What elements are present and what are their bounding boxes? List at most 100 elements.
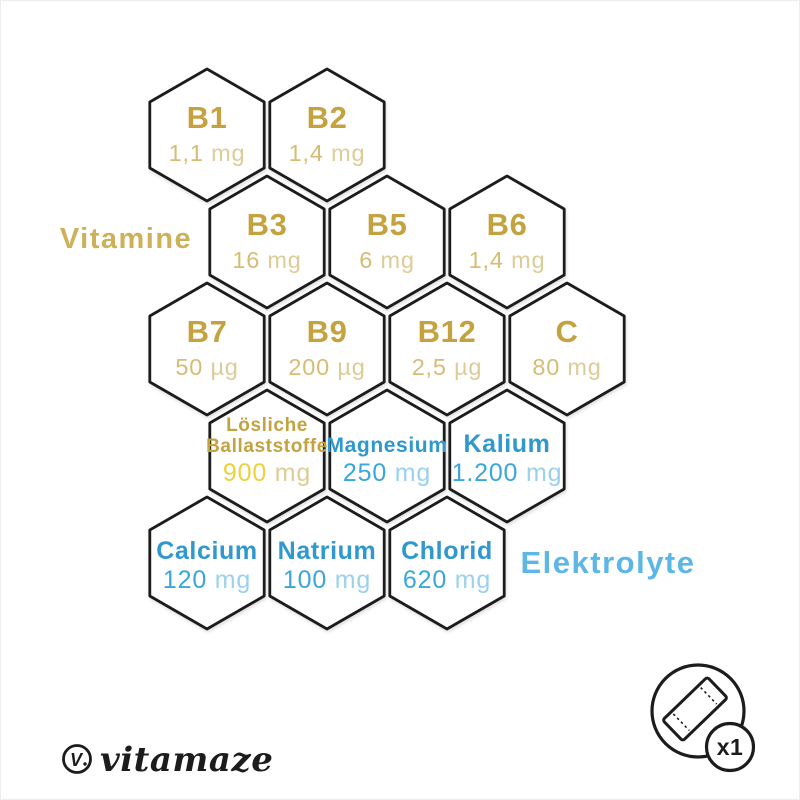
electrolytes-group-label: Elektrolyte bbox=[520, 545, 695, 580]
hexagon-outline bbox=[388, 495, 506, 631]
nutrient-name: B7 bbox=[187, 314, 228, 349]
nutrient-name: B2 bbox=[307, 100, 348, 135]
nutrient-name: Kalium bbox=[464, 430, 551, 458]
nutrient-name: B9 bbox=[307, 314, 348, 349]
hexagon-grid: B1 1,1 mg B2 1,4 mg B3 16 mg B5 6 mg B6 1,4 mg B7 5… bbox=[148, 67, 626, 631]
nutrient-name: Chlorid bbox=[401, 537, 493, 565]
nutrient-name: B12 bbox=[418, 314, 477, 349]
count-badge-circle bbox=[704, 721, 756, 773]
value-unit: mg bbox=[373, 247, 415, 273]
value-number: 2,5 bbox=[412, 354, 447, 380]
value-number: 50 bbox=[175, 354, 203, 380]
nutrient-value: 2,5 µg bbox=[412, 354, 483, 380]
hexagon-outline bbox=[268, 281, 386, 417]
value-unit: mg bbox=[504, 247, 546, 273]
value-unit: mg bbox=[560, 354, 602, 380]
nutrient-name-line: Ballaststoffe bbox=[206, 436, 328, 457]
value-unit: mg bbox=[447, 566, 491, 594]
nutrient-value: 1,1 mg bbox=[169, 140, 246, 166]
nutrient-value: 100 mg bbox=[283, 566, 371, 594]
hexagon-c: C 80 mg bbox=[508, 281, 626, 417]
count-badge-label: x1 bbox=[717, 734, 744, 760]
nutrient-name: B5 bbox=[367, 207, 408, 242]
value-unit: mg bbox=[387, 459, 431, 487]
value-unit: mg bbox=[260, 247, 302, 273]
nutrient-name: B3 bbox=[247, 207, 288, 242]
value-unit: mg bbox=[324, 140, 366, 166]
stick-pack-icon bbox=[662, 676, 728, 742]
nutrient-value: 620 mg bbox=[403, 566, 491, 594]
value-unit: mg bbox=[207, 566, 251, 594]
value-number: 1.200 bbox=[452, 459, 519, 487]
nutrient-name: C bbox=[556, 314, 579, 349]
value-unit: mg bbox=[267, 459, 311, 487]
hexagon-b1: B1 1,1 mg bbox=[148, 67, 266, 203]
value-unit: µg bbox=[447, 354, 483, 380]
brand-logo: V vitamaze bbox=[62, 740, 273, 780]
value-unit: mg bbox=[204, 140, 246, 166]
hexagon-b5: B5 6 mg bbox=[328, 174, 446, 310]
value-number: 16 bbox=[232, 247, 260, 273]
value-unit: mg bbox=[518, 459, 562, 487]
hexagon-outline bbox=[208, 388, 326, 524]
value-number: 1,1 bbox=[169, 140, 204, 166]
value-number: 900 bbox=[223, 459, 267, 487]
value-unit: µg bbox=[203, 354, 239, 380]
hexagon-outline bbox=[268, 67, 386, 203]
logo-mark-circle bbox=[62, 744, 92, 774]
value-number: 1,4 bbox=[469, 247, 504, 273]
nutrient-value: 1,4 mg bbox=[289, 140, 366, 166]
hexagon-outline bbox=[208, 174, 326, 310]
sachet-count-icon: x1 bbox=[650, 663, 756, 773]
hexagon-b9: B9 200 µg bbox=[268, 281, 386, 417]
nutrient-name: Natrium bbox=[278, 537, 377, 565]
value-unit: mg bbox=[327, 566, 371, 594]
nutrient-value: 120 mg bbox=[163, 566, 251, 594]
nutrient-value: 900 mg bbox=[223, 459, 311, 487]
logo-mark-letter: V bbox=[70, 750, 84, 770]
nutrient-value: 1.200 mg bbox=[452, 459, 563, 487]
nutrient-name-line: Lösliche bbox=[226, 415, 308, 436]
nutrient-value: 200 µg bbox=[288, 354, 365, 380]
hexagon-outline bbox=[448, 388, 566, 524]
value-number: 200 bbox=[288, 354, 330, 380]
hexagon-b6: B6 1,4 mg bbox=[448, 174, 566, 310]
nutrient-name: B1 bbox=[187, 100, 228, 135]
hexagon-b2: B2 1,4 mg bbox=[268, 67, 386, 203]
hexagon-b12: B12 2,5 µg bbox=[388, 281, 506, 417]
value-number: 250 bbox=[343, 459, 387, 487]
hexagon-outline bbox=[148, 281, 266, 417]
value-number: 80 bbox=[532, 354, 560, 380]
hexagon-outline bbox=[508, 281, 626, 417]
value-number: 120 bbox=[163, 566, 207, 594]
nutrient-value: 50 µg bbox=[175, 354, 238, 380]
hexagon-outline bbox=[448, 174, 566, 310]
nutrient-name: B6 bbox=[487, 207, 528, 242]
value-number: 100 bbox=[283, 566, 327, 594]
nutrient-name: Calcium bbox=[156, 537, 257, 565]
value-number: 620 bbox=[403, 566, 447, 594]
value-unit: µg bbox=[330, 354, 366, 380]
nutrient-name: Magnesium bbox=[327, 434, 448, 457]
hexagon-b7: B7 50 µg bbox=[148, 281, 266, 417]
nutrient-value: 16 mg bbox=[232, 247, 301, 273]
vitamins-group-label: Vitamine bbox=[60, 223, 192, 255]
nutrient-value: 80 mg bbox=[532, 354, 601, 380]
nutrient-value: 250 mg bbox=[343, 459, 431, 487]
brand-wordmark: vitamaze bbox=[100, 740, 273, 780]
hexagon-outline bbox=[268, 495, 386, 631]
nutrient-value: 6 mg bbox=[359, 247, 414, 273]
hexagon-outline bbox=[328, 388, 446, 524]
logo-mark-dot bbox=[83, 762, 87, 766]
hexagon-b3: B3 16 mg bbox=[208, 174, 326, 310]
value-number: 6 bbox=[359, 247, 373, 273]
hexagon-outline bbox=[148, 495, 266, 631]
